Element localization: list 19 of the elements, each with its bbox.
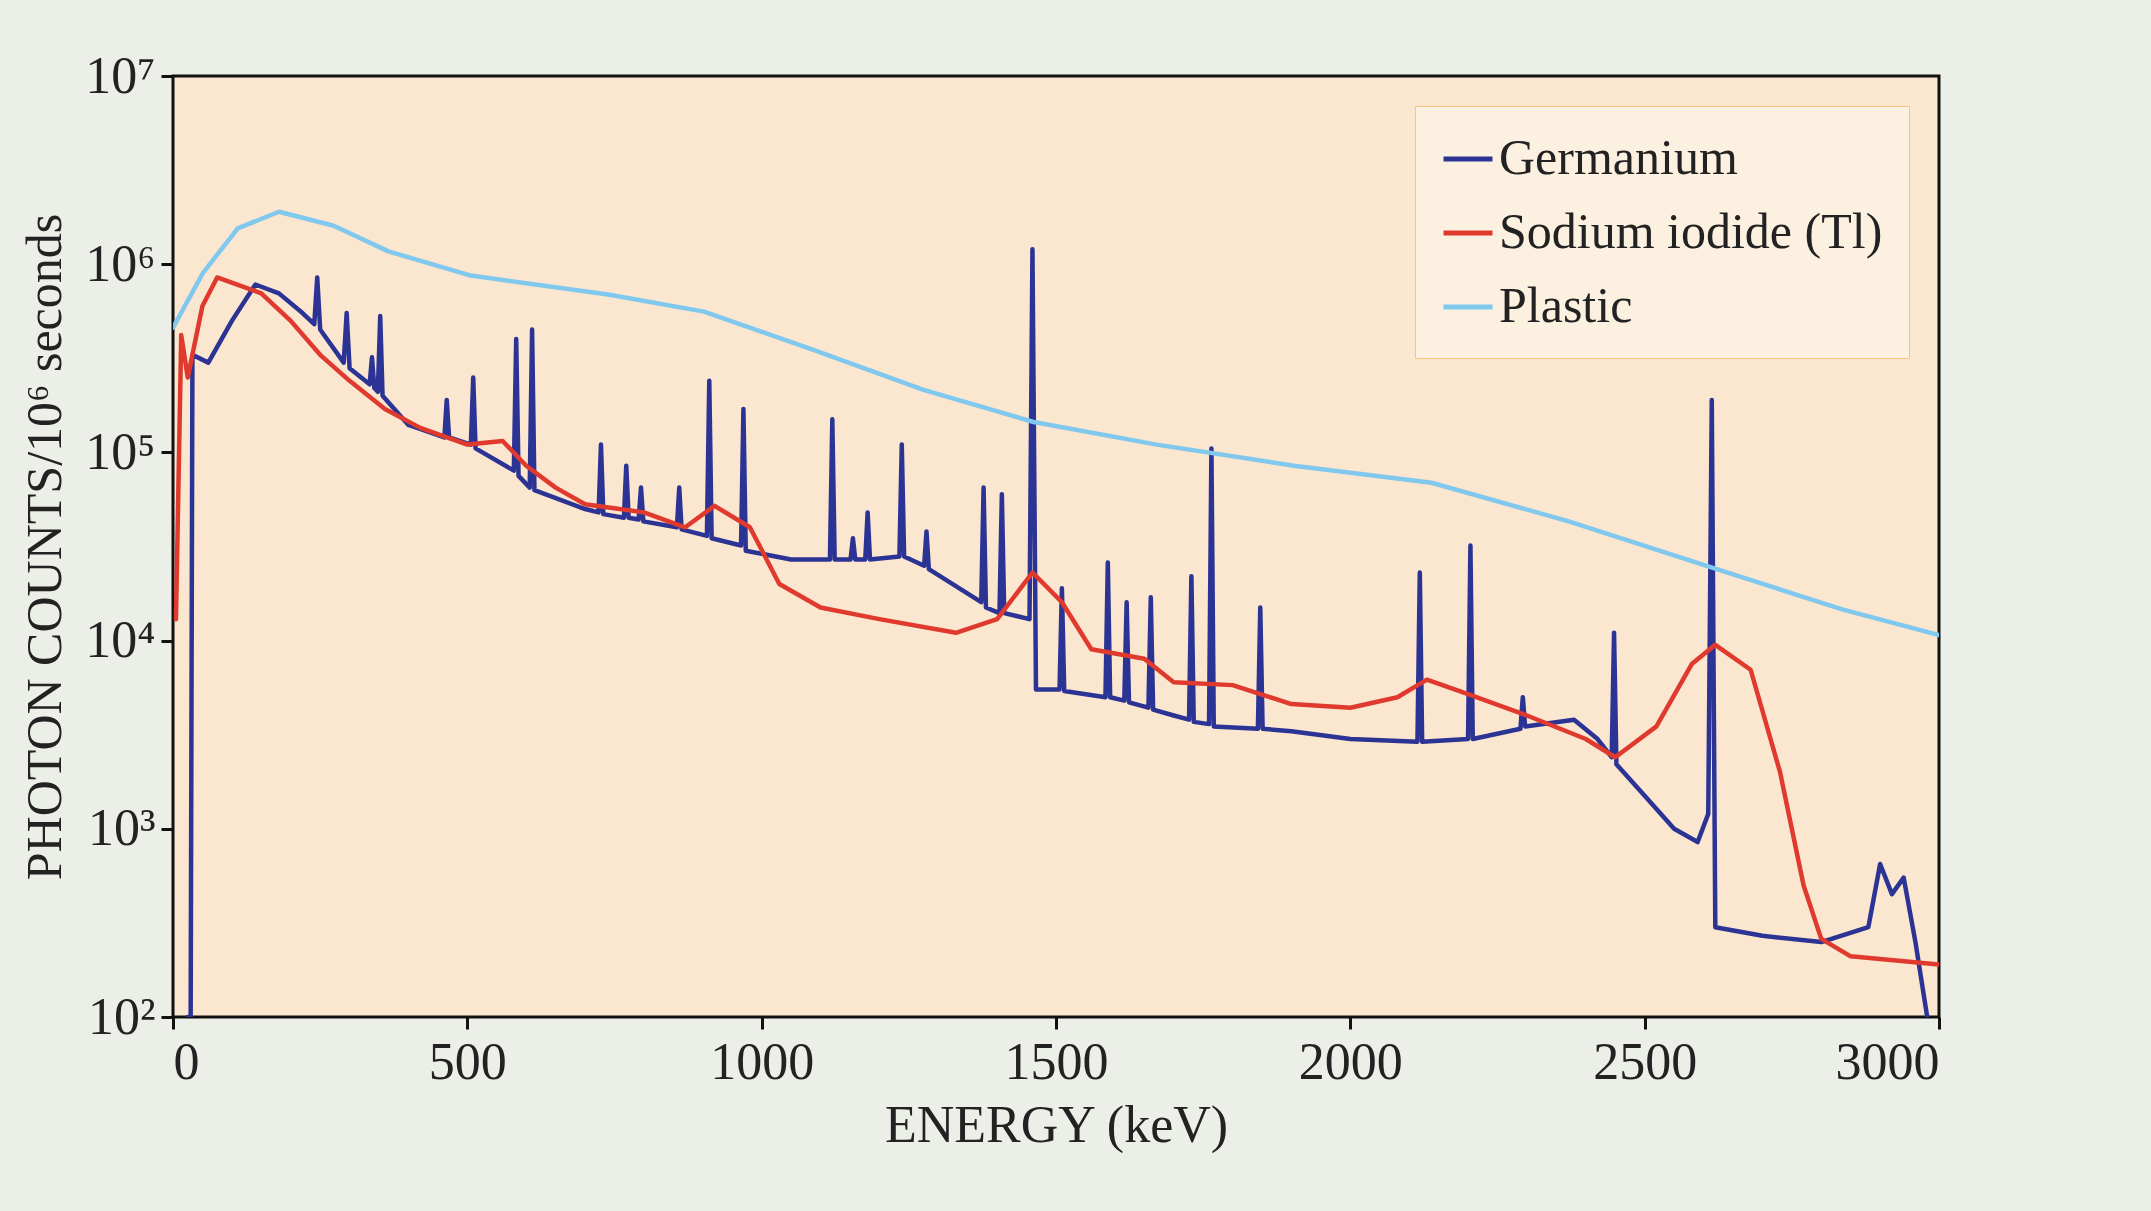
x-tick-label: 500 [428,1032,507,1090]
x-tick-label: 2000 [1298,1032,1403,1090]
y-tick-label: 10² [87,987,156,1045]
legend-label: Germanium [1499,129,1738,185]
y-tick-label: 10⁴ [85,611,156,669]
y-axis-title: PHOTON COUNTS/10⁶ seconds [16,213,73,881]
y-tick-label: 10⁵ [85,422,156,480]
x-tick-label: 0 [173,1032,200,1090]
legend-label: Plastic [1499,277,1633,333]
y-tick-label: 10⁷ [85,46,156,104]
x-tick-label: 3000 [1835,1032,1940,1090]
y-tick-label: 10⁶ [85,234,156,292]
x-tick-label: 1000 [710,1032,815,1090]
legend-label: Sodium iodide (Tl) [1499,203,1883,259]
x-tick-label: 2500 [1593,1032,1698,1090]
y-tick-label: 10³ [87,799,156,857]
x-axis-title: ENERGY (keV) [884,1095,1229,1154]
line-series [173,209,1939,638]
x-tick-label: 1500 [1004,1032,1109,1090]
